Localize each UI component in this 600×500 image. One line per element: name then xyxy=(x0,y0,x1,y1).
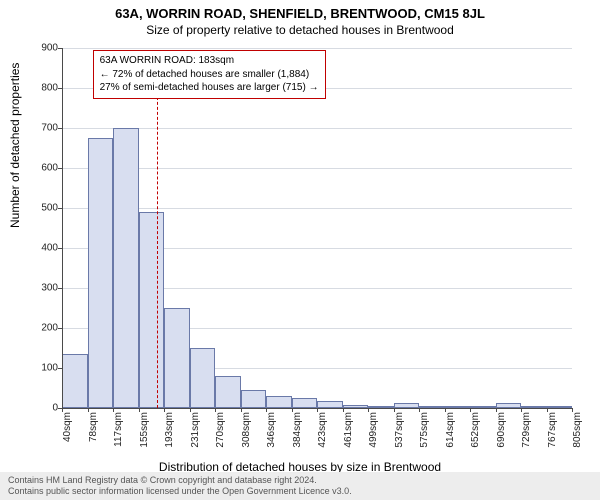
xtick-label: 270sqm xyxy=(215,408,226,458)
ytick-label: 0 xyxy=(18,403,58,414)
histogram-bar xyxy=(292,398,318,408)
histogram-bar xyxy=(317,401,343,408)
xtick-label: 537sqm xyxy=(394,408,405,458)
xtick-label: 40sqm xyxy=(62,408,73,458)
xtick-label: 117sqm xyxy=(113,408,124,458)
grid-line xyxy=(62,168,572,169)
histogram-bar xyxy=(139,212,165,408)
xtick-label: 384sqm xyxy=(292,408,303,458)
annotation-line-3: 27% of semi-detached houses are larger (… xyxy=(100,81,319,95)
histogram-bar xyxy=(164,308,190,408)
xtick-label: 652sqm xyxy=(470,408,481,458)
xtick-label: 805sqm xyxy=(572,408,583,458)
grid-line xyxy=(62,48,572,49)
ytick-label: 800 xyxy=(18,83,58,94)
ytick-label: 200 xyxy=(18,323,58,334)
xtick-label: 155sqm xyxy=(139,408,150,458)
footer-line-2: Contains public sector information licen… xyxy=(8,486,592,497)
chart-title: 63A, WORRIN ROAD, SHENFIELD, BRENTWOOD, … xyxy=(0,0,600,21)
marker-line xyxy=(157,92,158,408)
histogram-bar xyxy=(266,396,292,408)
ytick-label: 700 xyxy=(18,123,58,134)
xtick-label: 193sqm xyxy=(164,408,175,458)
xtick-label: 461sqm xyxy=(343,408,354,458)
xtick-label: 499sqm xyxy=(368,408,379,458)
ytick-label: 100 xyxy=(18,363,58,374)
histogram-bar xyxy=(215,376,241,408)
histogram-bar xyxy=(113,128,139,408)
xtick-label: 308sqm xyxy=(241,408,252,458)
ytick-label: 300 xyxy=(18,283,58,294)
histogram-bar xyxy=(241,390,267,408)
ytick-label: 400 xyxy=(18,243,58,254)
histogram-bar xyxy=(88,138,114,408)
histogram-bar xyxy=(62,354,88,408)
annotation-line-2: ← 72% of detached houses are smaller (1,… xyxy=(100,68,319,82)
xtick-label: 78sqm xyxy=(88,408,99,458)
xtick-label: 423sqm xyxy=(317,408,328,458)
xtick-label: 614sqm xyxy=(445,408,456,458)
ytick-label: 900 xyxy=(18,43,58,54)
histogram-bar xyxy=(190,348,216,408)
grid-line xyxy=(62,208,572,209)
annotation-line-1: 63A WORRIN ROAD: 183sqm xyxy=(100,54,319,68)
chart-container: 63A, WORRIN ROAD, SHENFIELD, BRENTWOOD, … xyxy=(0,0,600,500)
footer: Contains HM Land Registry data © Crown c… xyxy=(0,472,600,500)
annotation-box: 63A WORRIN ROAD: 183sqm ← 72% of detache… xyxy=(93,50,326,99)
xtick-label: 346sqm xyxy=(266,408,277,458)
y-axis-line xyxy=(62,48,63,408)
grid-line xyxy=(62,128,572,129)
x-axis-line xyxy=(62,408,572,409)
chart-subtitle: Size of property relative to detached ho… xyxy=(0,21,600,37)
xtick-label: 575sqm xyxy=(419,408,430,458)
plot-area: 010020030040050060070080090040sqm78sqm11… xyxy=(62,48,572,408)
footer-line-1: Contains HM Land Registry data © Crown c… xyxy=(8,475,592,486)
ytick-label: 500 xyxy=(18,203,58,214)
xtick-label: 767sqm xyxy=(547,408,558,458)
xtick-label: 231sqm xyxy=(190,408,201,458)
xtick-label: 690sqm xyxy=(496,408,507,458)
xtick-label: 729sqm xyxy=(521,408,532,458)
ytick-label: 600 xyxy=(18,163,58,174)
